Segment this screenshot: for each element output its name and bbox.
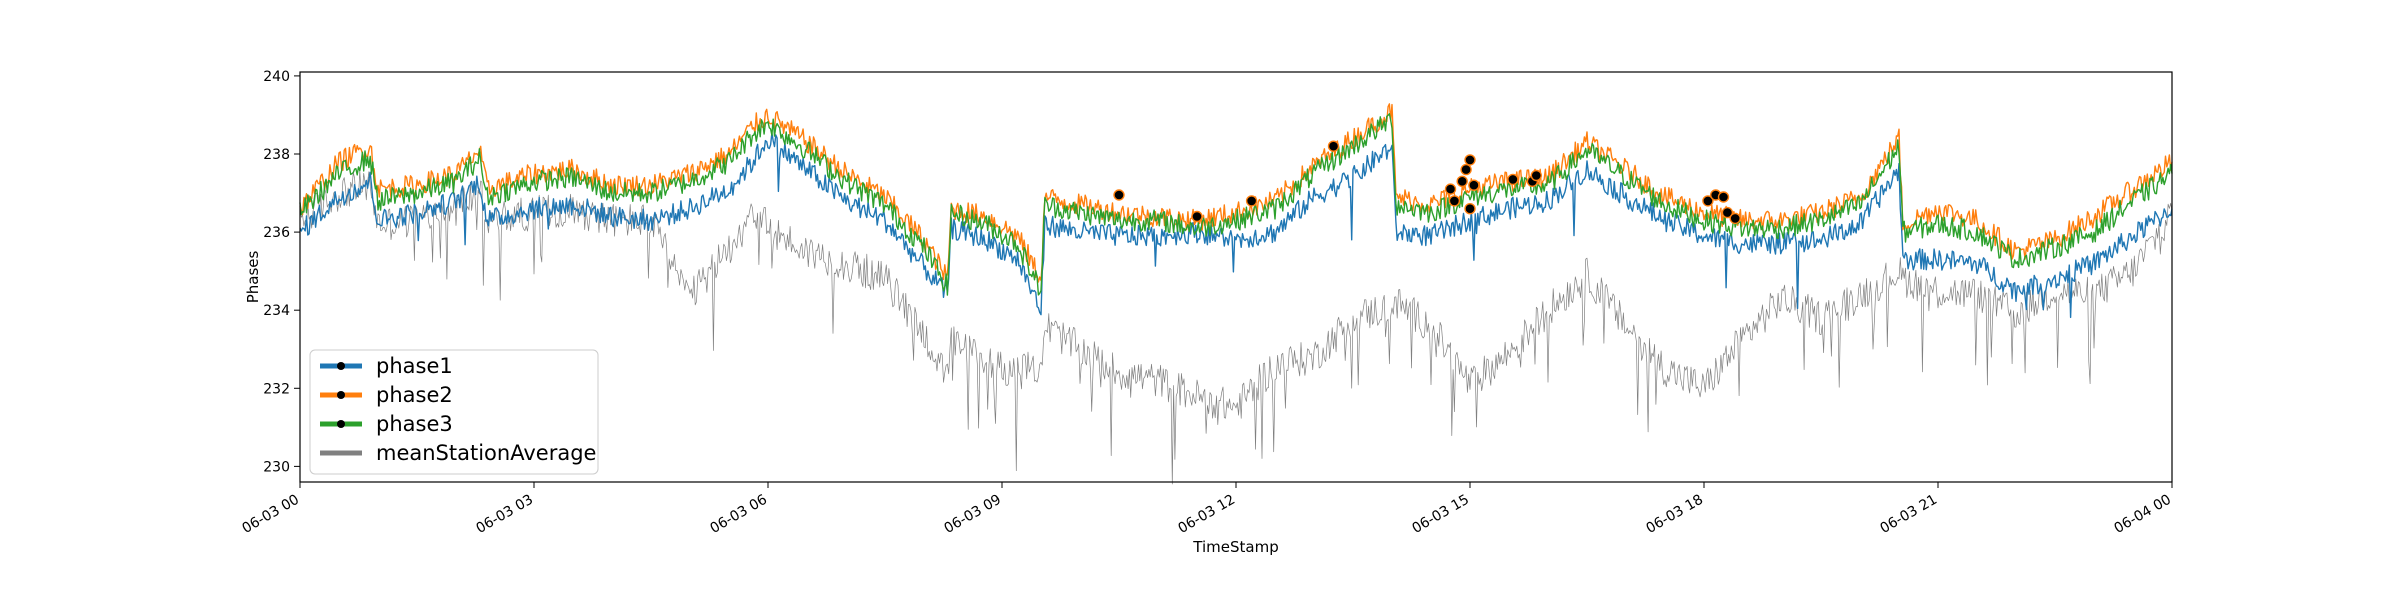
anomaly-marker xyxy=(1245,195,1258,207)
x-tick-label: 06-03 00 xyxy=(239,492,302,537)
x-tick-label: 06-03 12 xyxy=(1175,492,1238,537)
y-tick-label: 236 xyxy=(263,225,290,241)
anomaly-marker xyxy=(1113,189,1125,201)
legend-marker-phase3 xyxy=(337,420,345,428)
anomaly-markers xyxy=(1113,140,1741,225)
legend-marker-phase1 xyxy=(337,362,345,370)
anomaly-marker xyxy=(1444,183,1457,195)
x-tick-label: 06-03 21 xyxy=(1877,492,1940,537)
anomaly-marker xyxy=(1702,195,1714,207)
x-tick-label: 06-03 06 xyxy=(707,492,770,537)
legend-label-meanStationAverage: meanStationAverage xyxy=(376,441,596,465)
x-tick-label: 06-03 18 xyxy=(1643,492,1706,537)
y-axis-label: Phases xyxy=(244,251,262,304)
anomaly-marker xyxy=(1191,210,1203,223)
legend-label-phase3: phase3 xyxy=(376,412,453,436)
series-layer xyxy=(299,103,2173,485)
x-axis-label: TimeStamp xyxy=(1192,538,1278,556)
y-tick-label: 240 xyxy=(263,69,290,85)
legend-box xyxy=(309,349,599,475)
anomaly-marker xyxy=(1448,195,1461,207)
series-line-meanStationAverage xyxy=(299,170,2173,485)
anomaly-marker xyxy=(1507,173,1519,186)
x-tick-label: 06-03 15 xyxy=(1409,492,1472,537)
anomaly-marker xyxy=(1456,175,1468,188)
anomaly-marker xyxy=(1460,163,1472,176)
series-line-phase2 xyxy=(299,103,2173,283)
legend-label-phase2: phase2 xyxy=(376,383,453,407)
anomaly-marker xyxy=(1729,212,1741,225)
y-tick-label: 230 xyxy=(263,459,290,475)
anomaly-marker xyxy=(1468,179,1480,191)
x-tick-label: 06-03 09 xyxy=(941,492,1004,537)
legend: phase1 phase2 phase3 meanStationAverage xyxy=(309,349,599,475)
anomaly-marker xyxy=(1530,169,1543,182)
anomaly-marker xyxy=(1721,206,1734,219)
series-line-phase3 xyxy=(299,113,2173,296)
anomaly-marker xyxy=(1327,140,1340,152)
anomaly-marker xyxy=(1464,202,1476,215)
y-tick-label: 232 xyxy=(263,381,290,397)
y-tick-label: 238 xyxy=(263,147,290,163)
x-tick-label: 06-03 03 xyxy=(473,492,536,537)
y-axis-ticks: 230 232 234 236 238 240 xyxy=(263,69,300,475)
x-tick-label: 06-04 00 xyxy=(2111,492,2174,537)
series-line-phase1 xyxy=(299,132,2173,319)
legend-marker-phase2 xyxy=(337,391,345,399)
y-tick-label: 234 xyxy=(263,303,290,319)
legend-label-phase1: phase1 xyxy=(376,354,453,378)
anomaly-marker xyxy=(1464,154,1476,166)
anomaly-marker xyxy=(1717,191,1730,203)
x-axis-ticks: 06-03 00 06-03 03 06-03 06 06-03 09 06-03 12… xyxy=(239,482,2174,537)
